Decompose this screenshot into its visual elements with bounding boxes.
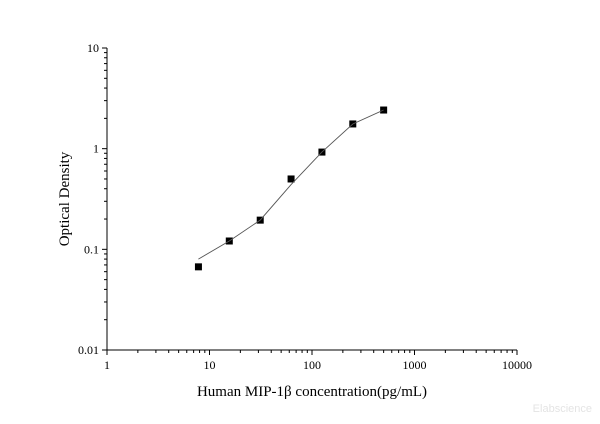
x-tick-label: 100 bbox=[303, 358, 321, 372]
x-tick-label: 10 bbox=[204, 358, 216, 372]
watermark: Elabscience bbox=[532, 403, 592, 415]
fit-curve bbox=[198, 109, 384, 260]
y-tick-label: 0.01 bbox=[78, 343, 99, 357]
data-point bbox=[194, 263, 202, 271]
x-tick-label: 1000 bbox=[403, 358, 427, 372]
data-point bbox=[287, 175, 295, 183]
y-tick-label: 1 bbox=[93, 142, 99, 156]
y-axis-label: Optical Density bbox=[57, 151, 73, 246]
x-tick-label: 1 bbox=[104, 358, 110, 372]
x-axis-label: Human MIP-1β concentration(pg/mL) bbox=[197, 384, 427, 400]
data-point bbox=[380, 106, 388, 114]
x-tick-label: 10000 bbox=[502, 358, 532, 372]
y-tick-label: 10 bbox=[87, 41, 99, 55]
y-tick-label: 0.1 bbox=[84, 242, 99, 256]
